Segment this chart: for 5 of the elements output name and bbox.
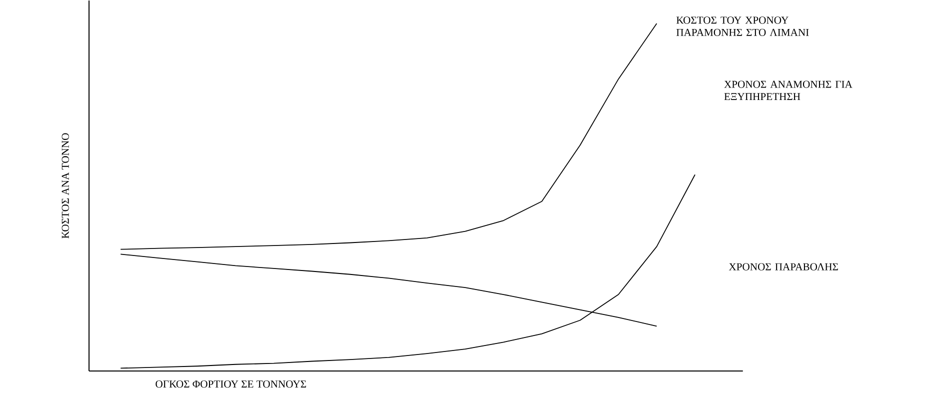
- x-axis-title: ΟΓΚΟΣ ΦΟΡΤΙΟΥ ΣΕ ΤΟΝΝΟΥΣ: [156, 380, 306, 388]
- series-label: ΚΟΣΤΟΣ ΤΟΥ ΧΡΟΝΟΥ ΠΑΡΑΜΟΝΗΣ ΣΤΟ ΛΙΜΑΝΙ: [676, 16, 809, 36]
- text: ΧΡΟΝΟΣ ΠΑΡΑΒΟΛΗΣ: [728, 263, 838, 270]
- y-axis-title: ΚΟΣΤΟΣ ΑΝΑ ΤΟΝΝΟ: [62, 133, 69, 238]
- text: ΧΡΟΝΟΣ ΑΝΑΜΟΝΗΣ ΓΙΑ ΕΞΥΠΗΡΕΤΗΣΗ: [724, 80, 852, 100]
